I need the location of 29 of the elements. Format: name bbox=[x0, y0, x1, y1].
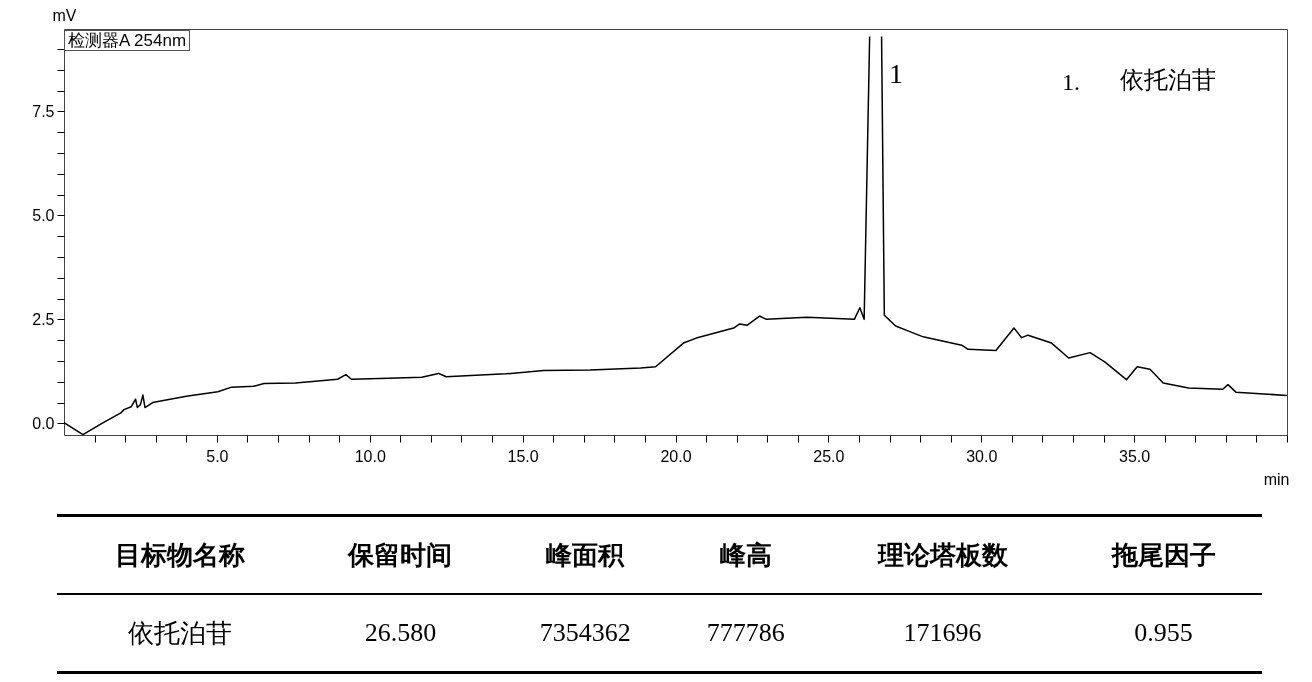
x-tick-label: 15.0 bbox=[507, 447, 539, 465]
annotation: 检测器A 254nm bbox=[64, 30, 191, 51]
x-tick-label: 20.0 bbox=[660, 447, 692, 465]
x-tick-label: 35.0 bbox=[1119, 447, 1151, 465]
x-axis-title: min bbox=[1263, 470, 1290, 488]
annotation: 1. bbox=[1062, 69, 1080, 95]
text: 拖尾因子 bbox=[1065, 515, 1262, 594]
x-tick-label: 25.0 bbox=[813, 447, 845, 465]
y-tick-label: 7.5 bbox=[32, 102, 55, 120]
text: 777786 bbox=[705, 617, 786, 649]
text: 理论塔板数 bbox=[820, 515, 1066, 594]
x-tick-label: 30.0 bbox=[966, 447, 998, 465]
text: 26.580 bbox=[363, 617, 438, 649]
text: 峰面积 bbox=[498, 515, 672, 594]
y-tick-label: 2.5 bbox=[32, 310, 55, 328]
text: 目标物名称 bbox=[57, 515, 303, 594]
annotation: 1 bbox=[889, 58, 903, 89]
x-tick-label: 10.0 bbox=[354, 447, 386, 465]
y-axis-title: mV bbox=[52, 6, 77, 24]
text: 峰高 bbox=[671, 515, 821, 594]
y-tick-label: 5.0 bbox=[32, 206, 55, 224]
x-tick-label: 5.0 bbox=[206, 447, 229, 465]
text: 171696 bbox=[902, 617, 983, 649]
text: 0.955 bbox=[1133, 617, 1194, 649]
text: 保留时间 bbox=[302, 515, 499, 594]
annotation: 依托泊苷 bbox=[1120, 67, 1216, 93]
text: 7354362 bbox=[538, 617, 632, 649]
text: 依托泊苷 bbox=[126, 617, 233, 650]
y-tick-label: 0.0 bbox=[32, 414, 55, 432]
